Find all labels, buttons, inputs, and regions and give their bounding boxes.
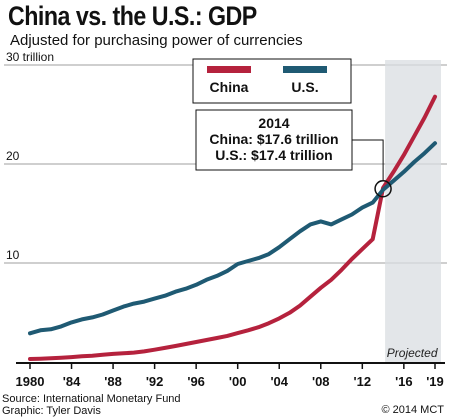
legend-label-us: U.S.	[291, 79, 318, 95]
series-layer	[28, 94, 437, 361]
y-tick-label-20: 20	[6, 149, 20, 163]
y-ticks: 30 trillion 20 10	[6, 50, 54, 262]
chart-title: China vs. the U.S.: GDP	[8, 1, 257, 31]
callout-year: 2014	[258, 115, 289, 131]
callout-box	[195, 109, 353, 171]
callout-us-value: U.S.: $17.4 trillion	[215, 147, 332, 163]
x-tick-label-1984: '84	[63, 374, 81, 389]
legend-swatch-us	[283, 66, 327, 73]
y-tick-label-10: 10	[6, 248, 20, 262]
x-tick-label-1996: '96	[187, 374, 205, 389]
x-tick-label-1988: '88	[104, 374, 122, 389]
x-tick-label-2016: '16	[395, 374, 413, 389]
x-tick-label-2004: '04	[270, 374, 288, 389]
y-tick-label-30: 30 trillion	[6, 50, 54, 64]
callout-2014: 2014 China: $17.6 trillion U.S.: $17.4 t…	[195, 109, 392, 198]
source-note: Source: International Monetary Fund	[2, 393, 181, 405]
copyright-note: © 2014 MCT	[381, 404, 444, 416]
graphic-credit: Graphic: Tyler Davis	[2, 405, 101, 417]
projection-shade	[385, 60, 441, 362]
x-tick-label-2012: '12	[354, 374, 372, 389]
x-ticks: 1980 '84 '88 '92 '96 '00 '04 '08 '12 '16 '19	[16, 363, 444, 389]
legend-label-china: China	[210, 79, 249, 95]
series-line-china	[28, 94, 437, 361]
legend: China U.S.	[192, 58, 352, 104]
x-tick-label-1992: '92	[146, 374, 164, 389]
intersection-marker	[374, 180, 392, 198]
callout-leader-line	[352, 139, 384, 181]
chart-subtitle: Adjusted for purchasing power of currenc…	[10, 32, 303, 49]
projected-label: Projected	[387, 346, 438, 360]
x-tick-label-1980: 1980	[16, 374, 45, 389]
legend-swatch-china	[207, 66, 251, 73]
x-tick-label-2000: '00	[229, 374, 247, 389]
series-line-us	[28, 141, 437, 336]
x-tick-label-2008: '08	[312, 374, 330, 389]
x-tick-label-2019: '19	[426, 374, 444, 389]
callout-china-value: China: $17.6 trillion	[209, 131, 338, 147]
